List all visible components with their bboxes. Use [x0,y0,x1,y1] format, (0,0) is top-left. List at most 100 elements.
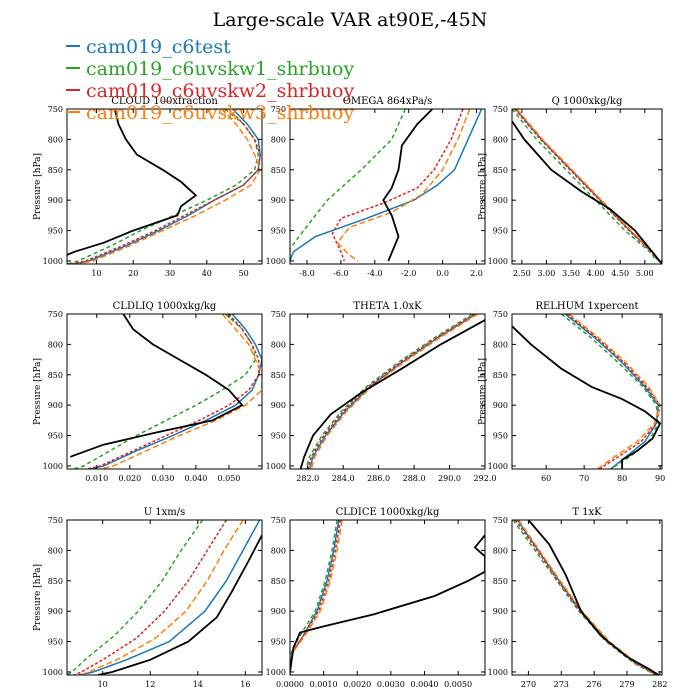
x-tick-label: 0.0000 [276,680,304,689]
x-tick-label: 60 [541,474,551,483]
series-line [512,325,662,469]
series-line [67,109,260,264]
series-line [331,109,464,262]
series-group [512,314,662,469]
x-tick-label: 80 [617,474,627,483]
chart-panel: 750 800 850 900 950 1000 270 273 276 279 282 T 1xK [488,507,668,689]
y-tick-label: 950 [271,227,286,236]
x-tick-label: 10 [91,269,101,278]
legend-label: cam019_c6uvskw2_shrbuoy [86,80,355,102]
x-tick-label: 292.0 [474,474,497,483]
x-tick-label: 20 [128,269,138,278]
chart-panel: 750 800 850 900 950 1000 0.010 0.020 0.030 0.040 0… [33,301,263,483]
series-line [382,109,434,262]
series-line [517,520,660,675]
panel-title: THETA 1.0xK [353,301,422,312]
y-tick-label: 1000 [43,257,63,266]
series-group [290,109,483,262]
y-tick-label: 750 [493,310,508,319]
plot-frame [66,108,263,265]
x-tick-label: -4.0 [367,269,382,278]
x-tick-label: 70 [579,474,589,483]
y-tick-label: 750 [48,105,63,114]
chart-panel: 750 800 850 900 950 1000 0.0000 0.0010 0.0020 0.0… [266,507,486,689]
y-tick-label: 750 [48,310,63,319]
x-tick-label: 279 [619,680,634,689]
series-line [512,109,658,262]
y-tick-label: 1000 [266,668,286,677]
series-line [290,520,340,675]
legend-swatch [66,67,80,69]
x-tick-label: -8.0 [299,269,314,278]
y-tick-label: 900 [493,607,508,616]
x-tick-label: 290.0 [438,474,461,483]
y-tick-label: 800 [48,546,63,555]
y-tick-label: 1000 [43,668,63,677]
chart-panel: 750 800 850 900 950 1000 60 70 80 90 RELHUM 1xperc… [478,301,665,483]
y-tick-label: 900 [271,196,286,205]
y-tick-label: 900 [271,401,286,410]
y-tick-label: 950 [48,432,63,441]
x-tick-label: 286.0 [367,474,390,483]
x-tick-label: 0.0010 [310,680,338,689]
y-tick-label: 850 [493,371,508,380]
legend-label: cam019_c6uvskw1_shrbuoy [86,58,355,80]
y-axis-label: Pressure [hPa] [478,358,488,425]
x-tick-label: 0.0 [436,269,449,278]
y-tick-label: 800 [493,546,508,555]
series-line [299,319,485,469]
series-line [86,314,260,469]
y-tick-label: 750 [493,516,508,525]
x-tick-label: 14 [193,680,203,689]
x-tick-label: 16 [240,680,250,689]
series-group [290,520,485,675]
x-tick-label: 0.010 [85,474,108,483]
x-tick-label: 5.00 [636,269,654,278]
y-tick-label: 800 [48,135,63,144]
y-axis-label: Pressure [hPa] [33,564,43,631]
series-line [99,314,262,469]
panel-title: CLDLIQ 1000xkg/kg [113,301,217,312]
series-line [305,314,473,469]
y-tick-label: 1000 [488,462,508,471]
y-tick-label: 1000 [488,668,508,677]
y-tick-label: 850 [493,166,508,175]
plot-frame [289,519,486,676]
y-axis-label: Pressure [hPa] [33,358,43,425]
series-group [512,109,662,264]
panel-title: T 1xK [572,507,602,518]
figure-title: Large-scale VAR at90E,-45N [212,9,488,31]
x-tick-label: 282.0 [296,474,319,483]
series-line [67,109,198,256]
plot-frame [289,313,486,470]
y-tick-label: 850 [271,577,286,586]
x-tick-label: 2.50 [513,269,531,278]
x-tick-label: 270 [521,680,536,689]
series-line [336,109,471,262]
y-tick-label: 1000 [488,257,508,266]
legend: cam019_c6test cam019_c6uvskw1_shrbuoy ca… [66,36,354,124]
series-line [516,520,658,675]
x-tick-label: -2.0 [401,269,416,278]
series-line [97,534,262,675]
y-tick-label: 800 [493,135,508,144]
x-tick-label: 4.00 [587,269,605,278]
chart-panel: 750 800 850 900 950 1000 2.50 3.00 3.50 4.00 4.50 5… [478,96,663,278]
y-tick-label: 900 [48,607,63,616]
series-line [81,520,244,675]
x-tick-label: 0.040 [184,474,207,483]
y-tick-label: 800 [493,340,508,349]
x-tick-label: 40 [202,269,212,278]
panel-title: U 1xm/s [144,507,186,518]
x-tick-label: 2.0 [470,269,483,278]
series-line [69,314,244,458]
x-tick-label: -6.0 [333,269,348,278]
plot-frame [66,313,263,470]
legend-swatch [66,45,80,47]
chart-panel: 750 800 850 900 950 1000 282.0 284.0 286.0 288.0 2… [266,301,497,483]
series-line [290,534,485,673]
x-tick-label: 4.50 [611,269,629,278]
series-line [290,109,483,262]
series-line [290,520,338,675]
